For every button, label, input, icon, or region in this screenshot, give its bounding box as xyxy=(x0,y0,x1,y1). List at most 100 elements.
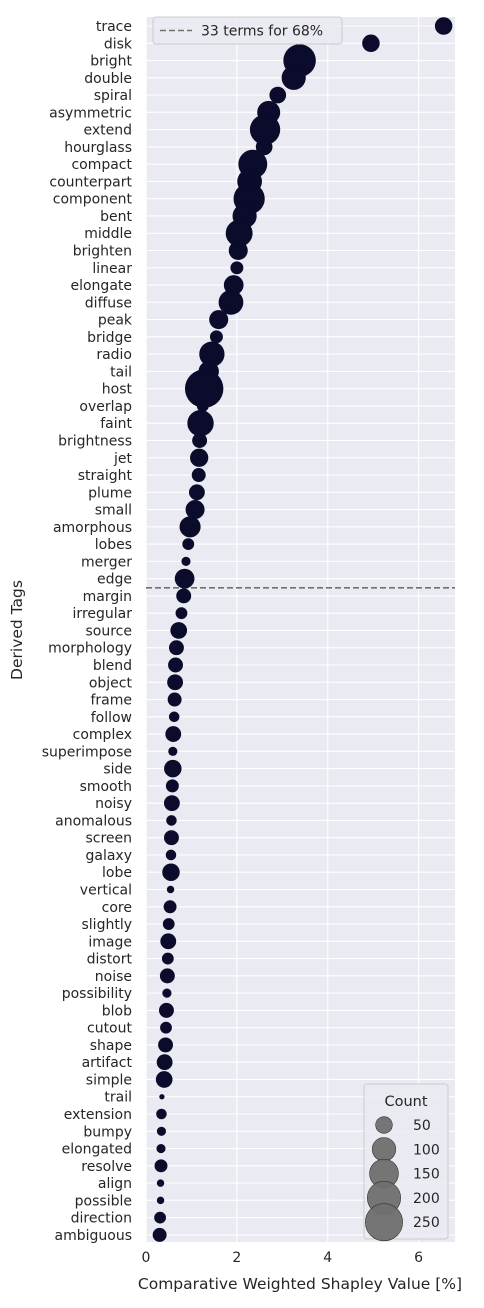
y-tick-label: extension xyxy=(64,1107,132,1123)
x-tick-label: 2 xyxy=(232,1250,241,1266)
y-tick-label: margin xyxy=(83,589,132,605)
y-tick-label: anomalous xyxy=(55,813,132,829)
data-point-anomalous xyxy=(166,815,177,826)
y-tick-label: vertical xyxy=(80,883,132,899)
data-point-brighten xyxy=(228,240,248,261)
y-tick-label: double xyxy=(84,71,132,87)
x-tick-label: 0 xyxy=(142,1250,151,1266)
y-tick-label: blend xyxy=(93,658,132,674)
data-point-image xyxy=(160,933,177,950)
y-tick-label: merger xyxy=(81,554,132,570)
data-point-hourglass xyxy=(255,138,273,156)
y-tick-label: superimpose xyxy=(42,744,132,760)
data-point-bumpy xyxy=(156,1126,167,1136)
data-point-ambiguous xyxy=(152,1227,167,1242)
data-point-simple xyxy=(155,1071,173,1088)
y-tick-label: shape xyxy=(90,1038,132,1054)
data-point-superimpose xyxy=(168,746,178,756)
grid-lines xyxy=(145,17,455,1242)
data-point-disk xyxy=(362,34,380,53)
y-tick-label: lobes xyxy=(95,537,132,553)
data-point-smooth xyxy=(165,779,179,793)
data-point-distort xyxy=(161,952,174,965)
y-tick-label: host xyxy=(102,382,133,398)
y-tick-label: source xyxy=(86,623,133,639)
data-point-lobe xyxy=(162,863,180,881)
y-tick-label: plume xyxy=(88,485,132,501)
data-point-straight xyxy=(191,468,206,483)
count-legend-label: 200 xyxy=(413,1191,440,1207)
y-axis-label: Derived Tags xyxy=(8,580,26,680)
y-tick-label: direction xyxy=(71,1211,132,1227)
data-point-source xyxy=(170,622,188,639)
y-tick-label: slightly xyxy=(82,917,133,933)
x-tick-label: 4 xyxy=(323,1250,332,1266)
data-point-align xyxy=(156,1179,165,1187)
threshold-legend-label: 33 terms for 68% xyxy=(201,24,323,40)
count-legend-marker xyxy=(371,1137,397,1162)
y-tick-label: diffuse xyxy=(85,295,132,311)
y-tick-label: core xyxy=(102,900,132,916)
data-point-host xyxy=(184,369,224,408)
data-point-object xyxy=(167,674,183,691)
count-legend-label: 150 xyxy=(413,1167,440,1183)
data-point-slightly xyxy=(162,918,175,930)
y-tick-label: noise xyxy=(95,969,132,985)
count-legend-label: 50 xyxy=(413,1118,431,1134)
y-tick-label: lobe xyxy=(102,865,132,881)
y-tick-label: morphology xyxy=(48,641,132,657)
y-tick-label: blob xyxy=(102,1003,132,1019)
y-tick-label: smooth xyxy=(80,779,132,795)
x-tick-label: 6 xyxy=(414,1250,423,1266)
y-tick-label: object xyxy=(89,675,133,691)
y-tick-label: trail xyxy=(104,1090,132,1106)
count-legend-label: 100 xyxy=(413,1142,440,1158)
y-tick-label: straight xyxy=(78,468,133,484)
y-tick-label: spiral xyxy=(94,88,132,104)
y-tick-label: peak xyxy=(98,313,133,329)
y-tick-label: edge xyxy=(97,572,132,588)
y-tick-label: possibility xyxy=(62,986,132,1002)
data-point-elongated xyxy=(156,1143,166,1154)
data-point-trail xyxy=(159,1094,165,1100)
data-point-irregular xyxy=(175,607,188,620)
data-point-extend xyxy=(249,114,281,145)
data-point-possibility xyxy=(162,988,172,998)
y-tick-label: faint xyxy=(100,416,132,432)
data-points xyxy=(152,17,453,1242)
y-tick-label: bright xyxy=(90,54,132,70)
y-tick-label: align xyxy=(98,1176,132,1192)
y-tick-label: linear xyxy=(92,261,132,277)
y-tick-label: galaxy xyxy=(85,848,132,864)
data-point-edge xyxy=(174,568,195,589)
data-point-overlap xyxy=(196,400,209,412)
count-legend-label: 250 xyxy=(413,1215,440,1231)
data-point-margin xyxy=(176,588,192,604)
data-point-direction xyxy=(154,1211,166,1224)
y-tick-label: brightness xyxy=(58,433,132,449)
data-point-complex xyxy=(165,726,182,742)
y-tick-label: screen xyxy=(85,831,132,847)
y-tick-label: overlap xyxy=(79,399,132,415)
y-tick-label: possible xyxy=(75,1193,132,1209)
threshold-legend-box xyxy=(152,16,343,45)
y-tick-label: middle xyxy=(84,226,132,242)
y-tick-label: radio xyxy=(96,347,132,363)
y-tick-label: bridge xyxy=(87,330,132,346)
y-tick-label: extend xyxy=(83,123,132,139)
data-point-vertical xyxy=(166,885,175,894)
y-tick-label: asymmetric xyxy=(49,105,132,121)
data-point-screen xyxy=(163,830,179,846)
x-tick-labels: 0 2 4 6 xyxy=(142,1250,424,1266)
data-point-plume xyxy=(188,484,205,501)
y-tick-label: side xyxy=(103,762,132,778)
data-point-cutout xyxy=(160,1021,172,1034)
y-tick-label: complex xyxy=(73,727,132,743)
y-tick-label: amorphous xyxy=(53,520,132,536)
y-tick-label: frame xyxy=(90,693,132,709)
data-point-middle xyxy=(225,219,253,247)
data-point-extension xyxy=(156,1108,167,1120)
count-legend-title: Count xyxy=(384,1094,427,1110)
